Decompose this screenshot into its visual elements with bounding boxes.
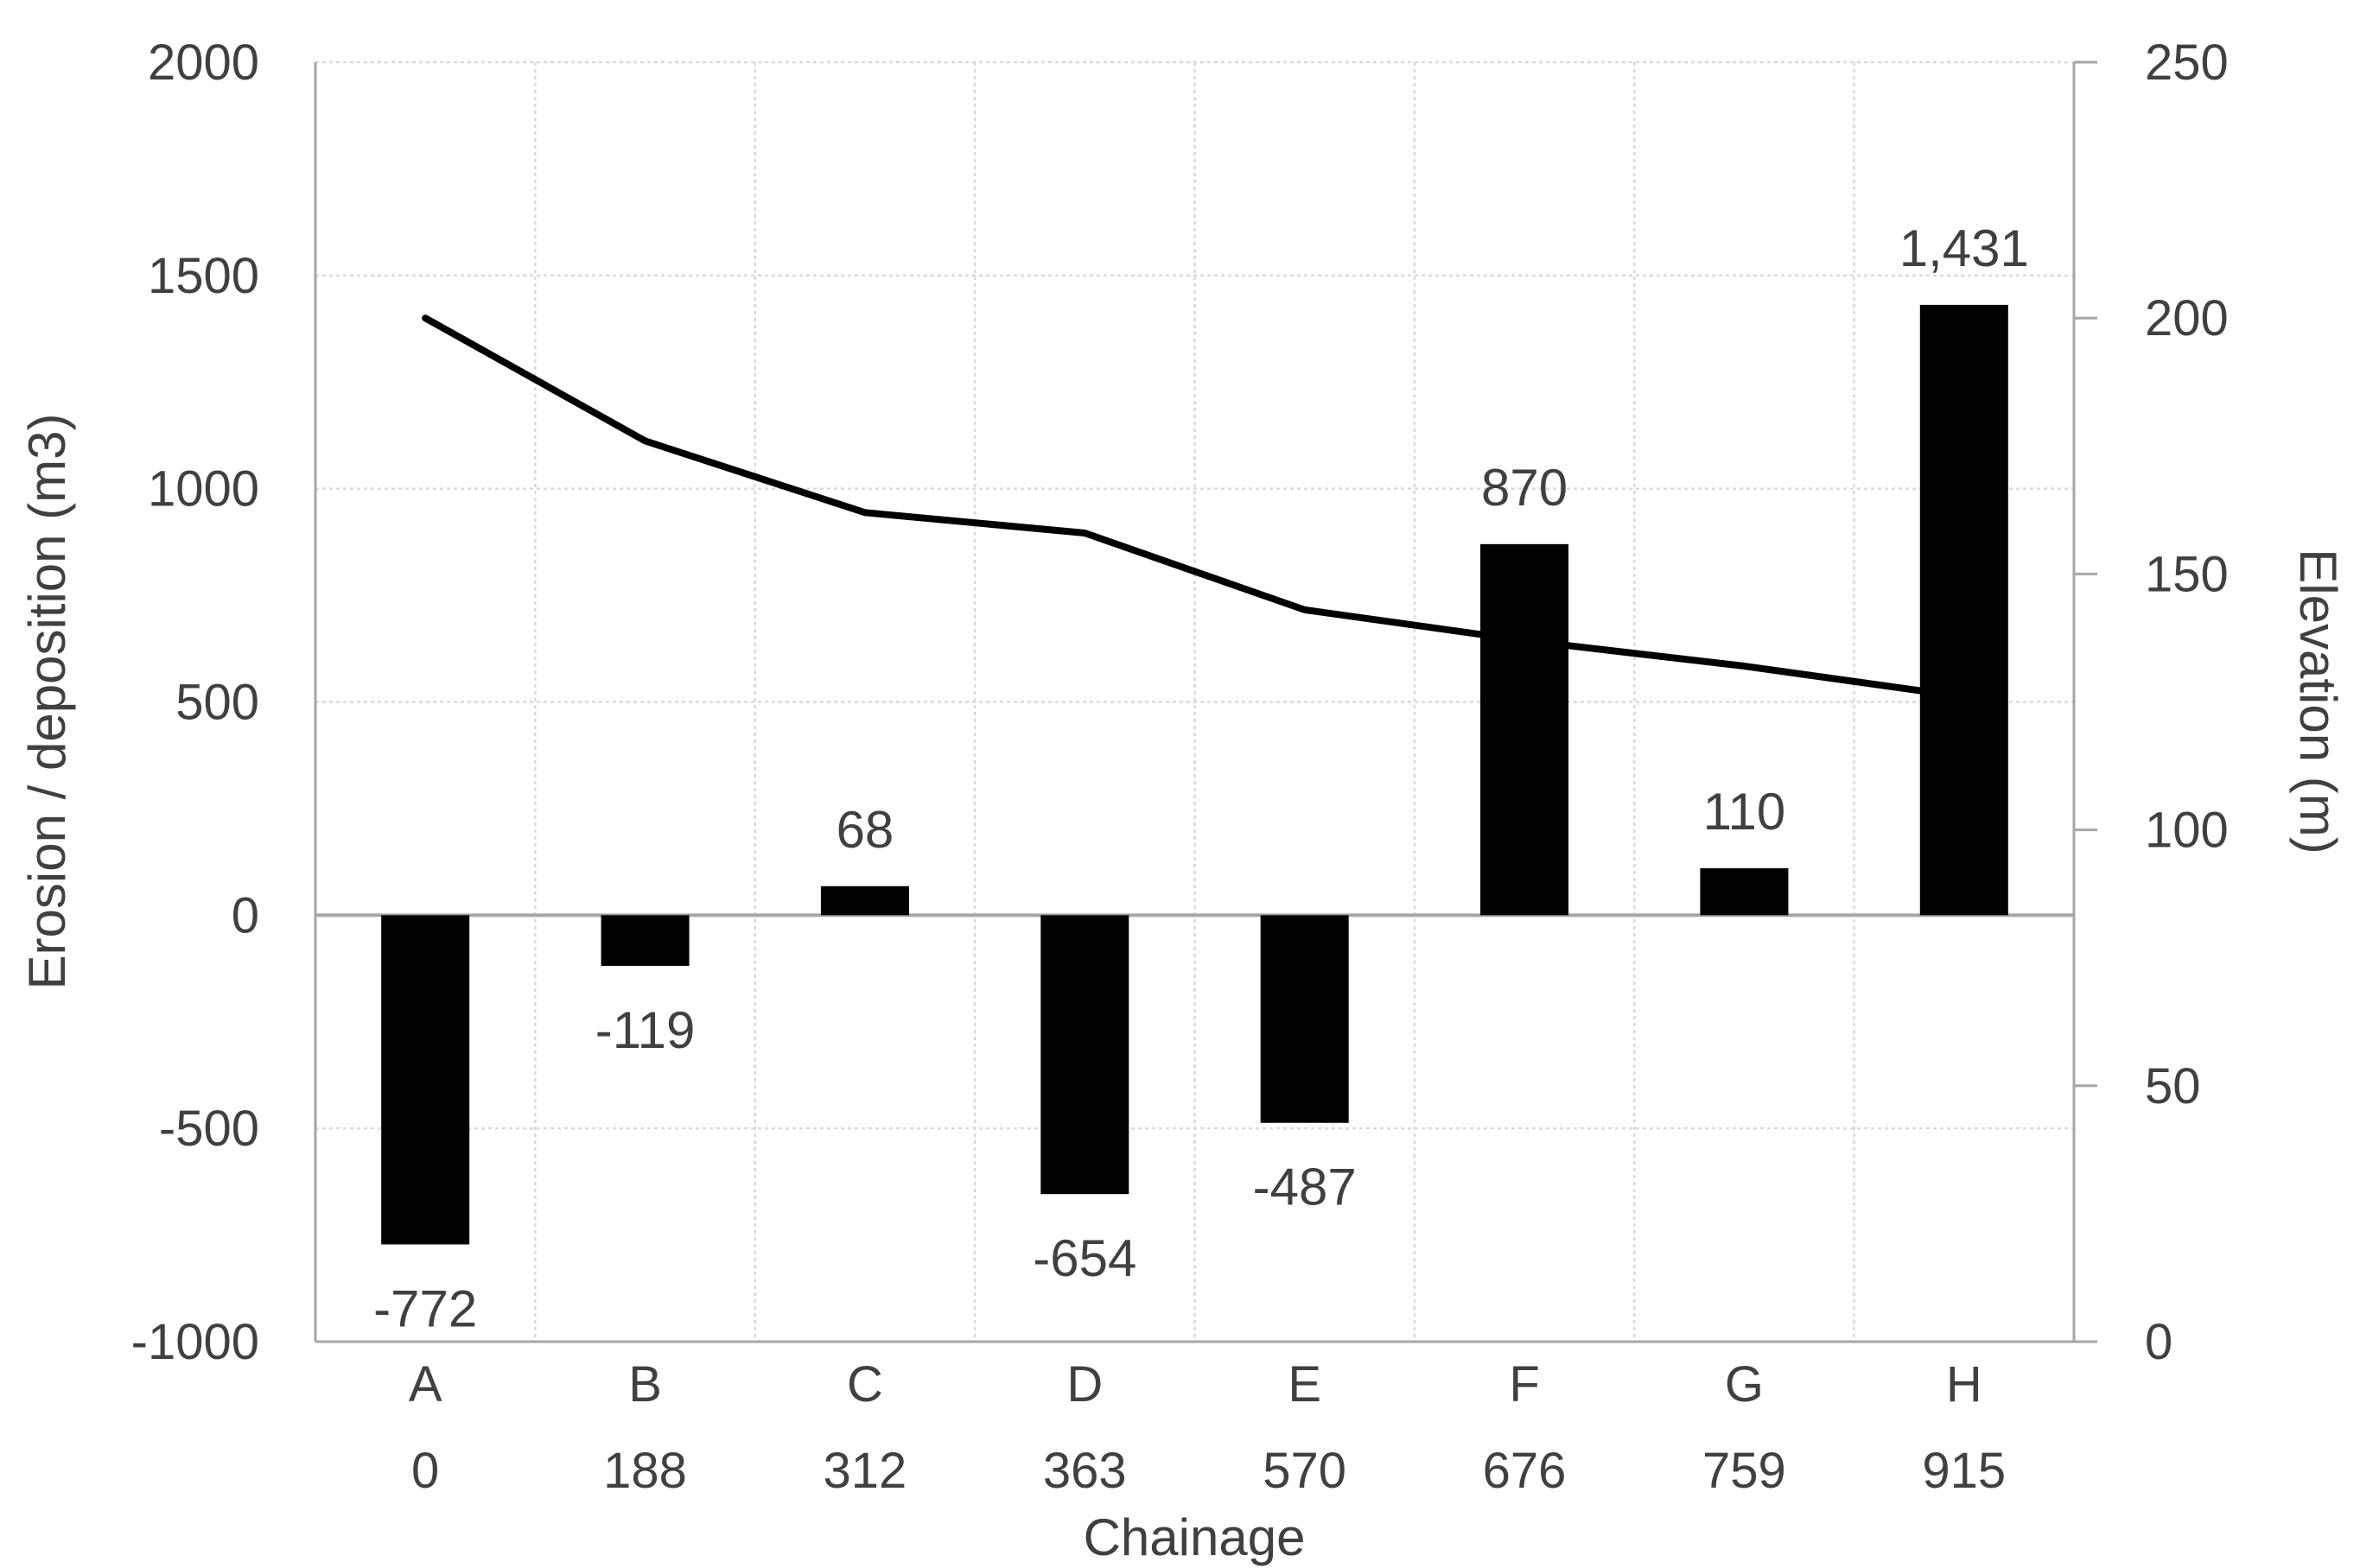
- left-axis-title: Erosion / deposition (m3): [18, 414, 76, 990]
- right-tick-label-250: 250: [2145, 35, 2229, 91]
- left-tick-label--500: -500: [159, 1101, 259, 1157]
- line-series: [422, 314, 1968, 701]
- bar-E: [1260, 915, 1349, 1123]
- chainage-value-D: 363: [1043, 1443, 1127, 1499]
- elevation-line: [422, 314, 1968, 701]
- bar-label-F: 870: [1481, 459, 1568, 517]
- category-letter-G: G: [1725, 1356, 1764, 1412]
- bar-C: [820, 886, 909, 916]
- left-tick-label--1000: -1000: [131, 1314, 259, 1370]
- category-letter-H: H: [1946, 1356, 1982, 1412]
- bar-G: [1700, 868, 1789, 916]
- chainage-value-H: 915: [1922, 1443, 2006, 1499]
- gridlines: [315, 60, 2074, 1342]
- bar-label-C: 68: [836, 801, 894, 859]
- bar-label-B: -119: [595, 1001, 696, 1059]
- bar-label-H: 1,431: [1899, 219, 2029, 277]
- category-labels: A 0 B 188 C 312 D 363 E 570 F 676 G 759 H 915: [409, 1356, 2006, 1499]
- right-tick-label-100: 100: [2145, 803, 2229, 859]
- bar-label-G: 110: [1703, 783, 1786, 841]
- bar-data-labels: -772 -119 68 -654 -487 870 110 1,431: [373, 219, 2029, 1338]
- right-tick-label-200: 200: [2145, 290, 2229, 346]
- right-tick-label-0: 0: [2145, 1314, 2172, 1370]
- left-tick-label-1000: 1000: [148, 461, 259, 517]
- right-tick-label-150: 150: [2145, 546, 2229, 602]
- category-letter-D: D: [1066, 1356, 1103, 1412]
- bar-H: [1919, 304, 2008, 916]
- category-letter-E: E: [1288, 1356, 1321, 1412]
- left-tick-label-0: 0: [232, 887, 259, 943]
- category-letter-F: F: [1509, 1356, 1539, 1412]
- bar-series: [381, 304, 2008, 1245]
- chainage-value-A: 0: [411, 1443, 439, 1499]
- left-tick-label-500: 500: [175, 675, 259, 731]
- right-tick-label-50: 50: [2145, 1058, 2201, 1114]
- left-tick-label-1500: 1500: [148, 248, 259, 304]
- bar-label-E: -487: [1253, 1159, 1357, 1216]
- chainage-value-B: 188: [603, 1443, 687, 1499]
- bar-label-A: -772: [373, 1279, 477, 1337]
- bar-B: [601, 915, 690, 967]
- x-axis-title: Chainage: [1084, 1508, 1306, 1566]
- bar-D: [1040, 915, 1129, 1195]
- bar-label-D: -654: [1033, 1229, 1136, 1287]
- chainage-value-C: 312: [824, 1443, 907, 1499]
- chainage-value-E: 570: [1263, 1443, 1346, 1499]
- chainage-value-G: 759: [1702, 1443, 1786, 1499]
- bar-F: [1480, 543, 1569, 916]
- chainage-value-F: 676: [1483, 1443, 1567, 1499]
- category-letter-C: C: [847, 1356, 883, 1412]
- category-letter-B: B: [628, 1356, 662, 1412]
- category-letter-A: A: [409, 1356, 442, 1412]
- bar-A: [381, 915, 470, 1245]
- left-tick-label-2000: 2000: [148, 35, 259, 91]
- right-axis-title: Elevation (m): [2289, 549, 2347, 854]
